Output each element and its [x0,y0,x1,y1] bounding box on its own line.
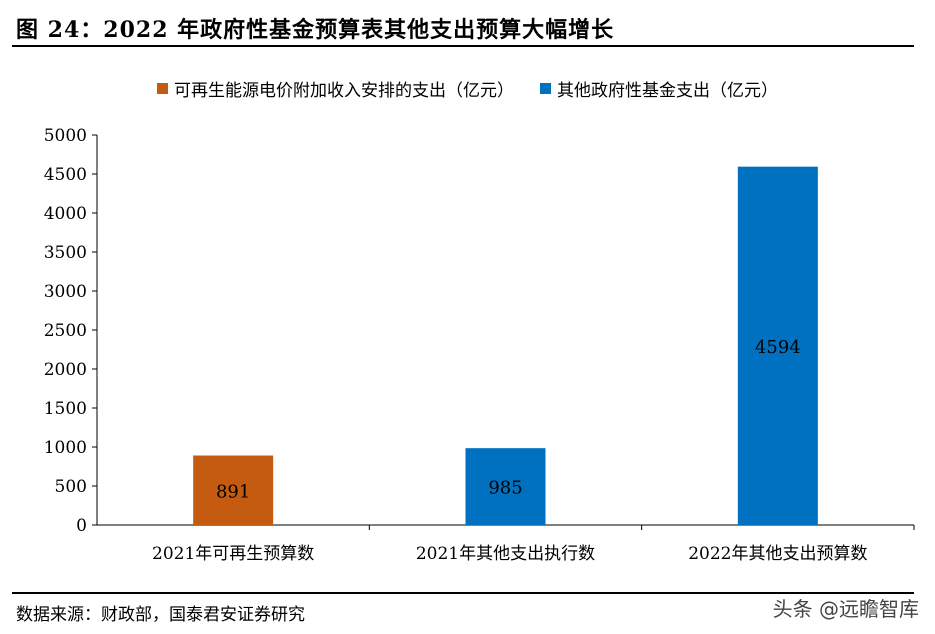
y-tick-label: 3000 [44,282,87,302]
x-tick-label: 2021年可再生预算数 [152,544,314,564]
watermark: 头条 @远瞻智库 [772,597,919,621]
y-tick-label: 2500 [44,321,87,341]
bar-other-2 [737,166,818,525]
y-tick-label: 1500 [44,399,87,419]
footer-rule [12,592,914,594]
legend-item-renewable: 可再生能源电价附加收入安排的支出（亿元） [157,76,514,101]
data-label: 985 [488,478,522,499]
legend-swatch-other [540,83,551,94]
y-tick-label: 0 [76,516,87,536]
legend: 可再生能源电价附加收入安排的支出（亿元） 其他政府性基金支出（亿元） [0,76,935,101]
y-tick-label: 3500 [44,243,87,263]
data-label: 4594 [755,337,801,358]
chart-title: 图 24：2022 年政府性基金预算表其他支出预算大幅增长 [16,17,615,43]
y-tick-label: 500 [55,477,87,497]
data-label: 891 [216,481,250,502]
legend-label-other: 其他政府性基金支出（亿元） [557,81,778,101]
bar-other-1 [465,448,546,525]
y-tick-label: 4500 [44,165,87,185]
y-tick-label: 4000 [44,204,87,224]
source-note: 数据来源：财政部，国泰君安证券研究 [16,605,305,625]
bar-renewable-0 [193,455,274,525]
legend-label-renewable: 可再生能源电价附加收入安排的支出（亿元） [174,81,514,101]
x-tick-label: 2021年其他支出执行数 [416,544,595,564]
x-tick-label: 2022年其他支出预算数 [688,544,867,564]
title-rule [12,45,914,47]
legend-item-other: 其他政府性基金支出（亿元） [540,76,778,101]
legend-swatch-renewable [157,83,168,94]
y-tick-label: 1000 [44,438,87,458]
y-tick-label: 2000 [44,360,87,380]
bar-chart: 0 500 1000 1500 2000 2500 3000 3500 4000 4500 5000… [44,126,915,564]
y-tick-label: 5000 [44,126,87,146]
